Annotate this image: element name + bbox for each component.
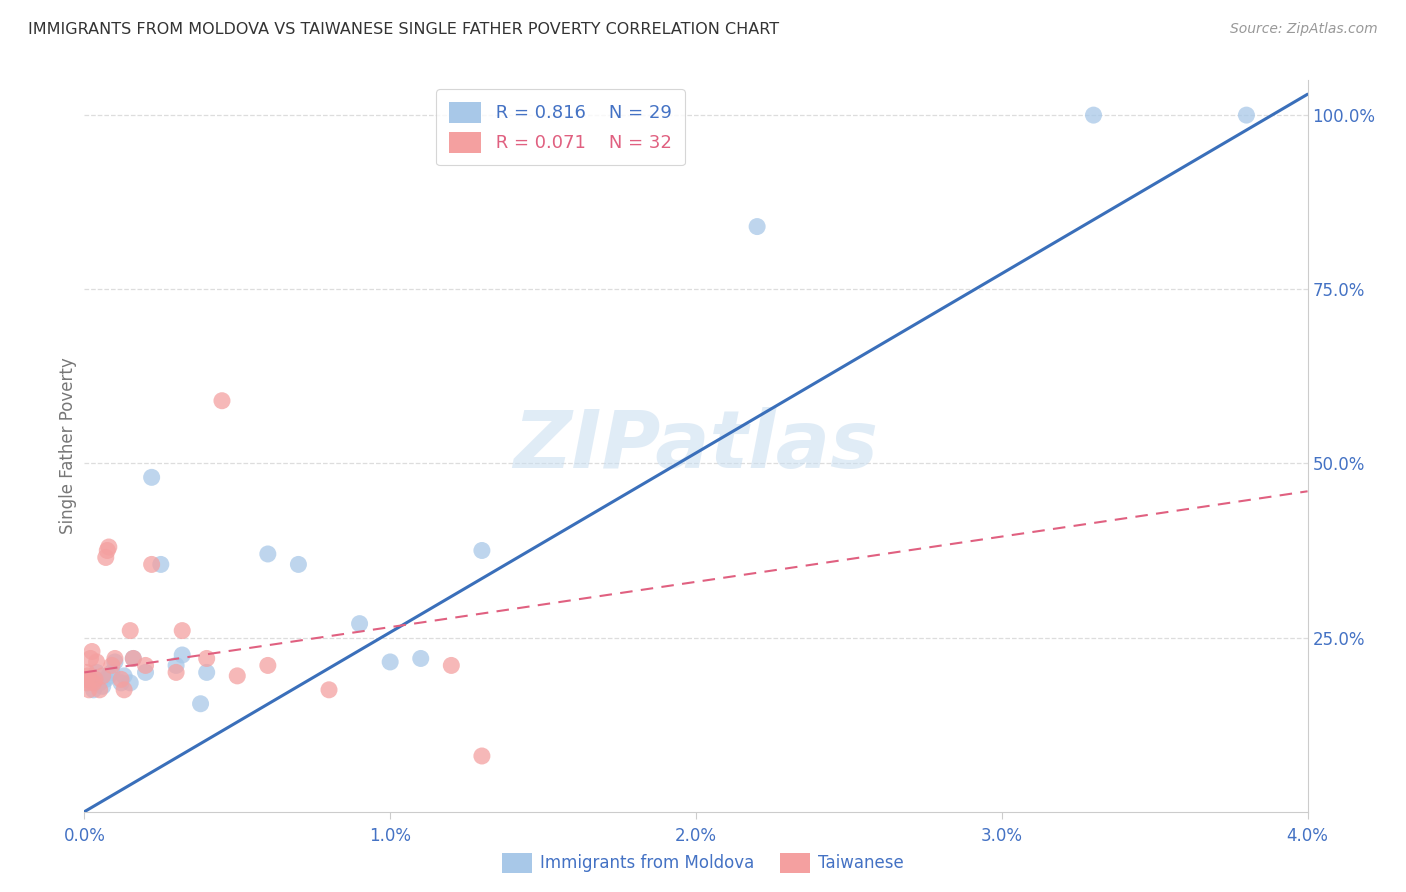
Point: [120, 624, 142, 638]
Point: [94, 550, 117, 565]
Point: [257, 547, 280, 561]
Text: ZIPatlas: ZIPatlas: [513, 407, 879, 485]
Point: [211, 393, 233, 408]
Point: [226, 669, 249, 683]
Point: [471, 543, 494, 558]
Point: [112, 669, 135, 683]
Point: [79, 651, 101, 665]
Point: [122, 651, 145, 665]
Point: [76, 676, 98, 690]
Legend: Immigrants from Moldova, Taiwanese: Immigrants from Moldova, Taiwanese: [495, 847, 911, 880]
Point: [89, 682, 111, 697]
Point: [112, 682, 135, 697]
Point: [195, 665, 218, 680]
Point: [84, 673, 107, 687]
Point: [86, 665, 108, 680]
Point: [318, 682, 340, 697]
Point: [195, 651, 218, 665]
Point: [101, 658, 124, 673]
Point: [135, 665, 157, 680]
Point: [1236, 108, 1258, 122]
Point: [110, 676, 132, 690]
Point: [440, 658, 463, 673]
Point: [165, 665, 187, 680]
Point: [77, 682, 100, 697]
Text: Source: ZipAtlas.com: Source: ZipAtlas.com: [1230, 22, 1378, 37]
Point: [110, 673, 132, 687]
Point: [97, 540, 120, 554]
Point: [190, 697, 212, 711]
Text: IMMIGRANTS FROM MOLDOVA VS TAIWANESE SINGLE FATHER POVERTY CORRELATION CHART: IMMIGRANTS FROM MOLDOVA VS TAIWANESE SIN…: [28, 22, 779, 37]
Point: [122, 651, 145, 665]
Point: [380, 655, 402, 669]
Point: [76, 665, 98, 680]
Point: [80, 644, 103, 658]
Point: [86, 655, 108, 669]
Point: [77, 669, 100, 683]
Point: [91, 669, 114, 683]
Point: [79, 673, 101, 687]
Point: [135, 658, 157, 673]
Point: [141, 470, 163, 484]
Point: [471, 749, 494, 764]
Point: [747, 219, 769, 234]
Point: [165, 658, 187, 673]
Point: [349, 616, 371, 631]
Point: [94, 673, 117, 687]
Point: [83, 682, 105, 697]
Point: [101, 665, 124, 680]
Point: [1083, 108, 1105, 122]
Y-axis label: Single Father Poverty: Single Father Poverty: [59, 358, 77, 534]
Point: [91, 679, 114, 693]
Point: [257, 658, 280, 673]
Point: [409, 651, 432, 665]
Point: [89, 676, 111, 690]
Point: [120, 676, 142, 690]
Point: [149, 558, 172, 572]
Point: [75, 673, 97, 687]
Point: [83, 676, 105, 690]
Point: [172, 648, 194, 662]
Point: [141, 558, 163, 572]
Point: [104, 655, 127, 669]
Point: [96, 543, 118, 558]
Point: [97, 669, 120, 683]
Legend:  R = 0.816    N = 29,  R = 0.071    N = 32: R = 0.816 N = 29, R = 0.071 N = 32: [436, 89, 685, 165]
Point: [104, 651, 127, 665]
Point: [287, 558, 309, 572]
Point: [172, 624, 194, 638]
